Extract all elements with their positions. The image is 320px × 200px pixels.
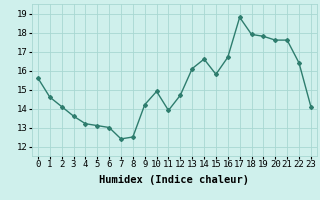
X-axis label: Humidex (Indice chaleur): Humidex (Indice chaleur) bbox=[100, 175, 249, 185]
